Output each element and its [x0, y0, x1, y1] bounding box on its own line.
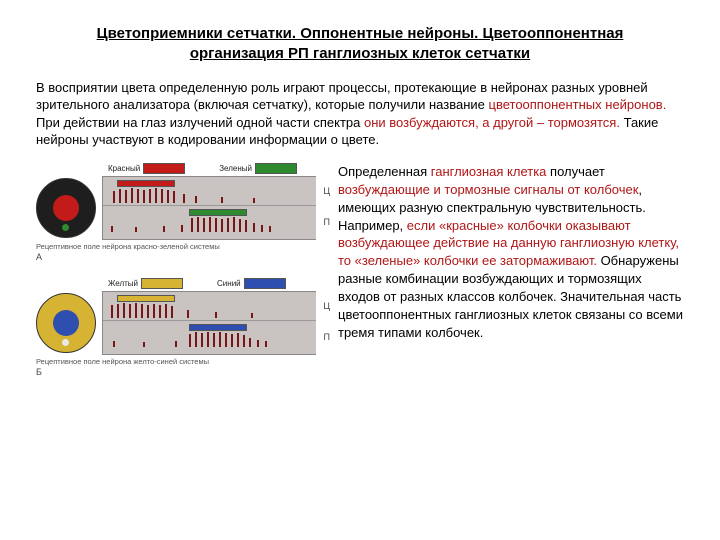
receptive-field-a — [36, 178, 96, 238]
side-letter-p-a: П — [324, 217, 330, 227]
side-letter-p-b: П — [324, 332, 330, 342]
right-hl2: возбуждающие и тормозные сигналы от колб… — [338, 182, 638, 197]
right-a: Определенная — [338, 164, 431, 179]
track-b-bot — [103, 321, 316, 349]
track-a-bot — [103, 206, 316, 234]
intro-paragraph: В восприятии цвета определенную роль игр… — [36, 79, 684, 149]
legend-green-swatch — [255, 163, 297, 174]
title-line-1: Цветоприемники сетчатки. Оппонентные ней… — [97, 25, 624, 42]
legend-row-a: Красный Зеленый — [108, 163, 316, 174]
spike-block-a: Ц П — [102, 176, 316, 240]
legend-green: Зеленый — [219, 163, 297, 174]
intro-highlight-2: они возбуждаются, а другой – тормозятся. — [364, 115, 620, 130]
legend-green-label: Зеленый — [219, 164, 252, 173]
rf-a-center — [53, 195, 79, 221]
intro-text-b: При действии на глаз излучений одной час… — [36, 115, 364, 130]
legend-blue-swatch — [244, 278, 286, 289]
caption-b: Рецептивное поле нейрона желто-синей сис… — [36, 357, 316, 366]
right-text: Определенная ганглиозная клетка получает… — [338, 163, 684, 393]
content-row: Красный Зеленый Ц П — [36, 163, 684, 393]
legend-blue: Синий — [217, 278, 286, 289]
legend-red-label: Красный — [108, 164, 140, 173]
page-title: Цветоприемники сетчатки. Оппонентные ней… — [36, 24, 684, 65]
side-letter-c-a: Ц — [323, 186, 330, 196]
title-line-2: организация РП ганглиозных клеток сетчат… — [190, 45, 530, 62]
legend-yellow: Желтый — [108, 278, 183, 289]
legend-red: Красный — [108, 163, 185, 174]
rf-a-dot — [62, 224, 69, 231]
legend-blue-label: Синий — [217, 279, 241, 288]
legend-yellow-label: Желтый — [108, 279, 138, 288]
receptive-field-b — [36, 293, 96, 353]
diagram-row-a: Ц П — [36, 176, 316, 240]
side-letter-c-b: Ц — [323, 301, 330, 311]
rf-b-center — [53, 310, 79, 336]
right-b: получает — [546, 164, 604, 179]
right-hl1: ганглиозная клетка — [431, 164, 547, 179]
spike-block-b: Ц П — [102, 291, 316, 355]
intro-highlight-1: цветооппонентных нейронов. — [489, 97, 667, 112]
panel-letter-b: Б — [36, 367, 316, 377]
caption-a: Рецептивное поле нейрона красно-зеленой … — [36, 242, 316, 251]
figure-column: Красный Зеленый Ц П — [36, 163, 316, 393]
legend-red-swatch — [143, 163, 185, 174]
track-a-top — [103, 177, 316, 206]
legend-row-b: Желтый Синий — [108, 278, 316, 289]
rf-b-dot — [62, 339, 69, 346]
panel-b: Желтый Синий Ц П — [36, 278, 316, 377]
track-b-top — [103, 292, 316, 321]
panel-letter-a: А — [36, 252, 316, 262]
diagram-row-b: Ц П — [36, 291, 316, 355]
panel-a: Красный Зеленый Ц П — [36, 163, 316, 262]
legend-yellow-swatch — [141, 278, 183, 289]
